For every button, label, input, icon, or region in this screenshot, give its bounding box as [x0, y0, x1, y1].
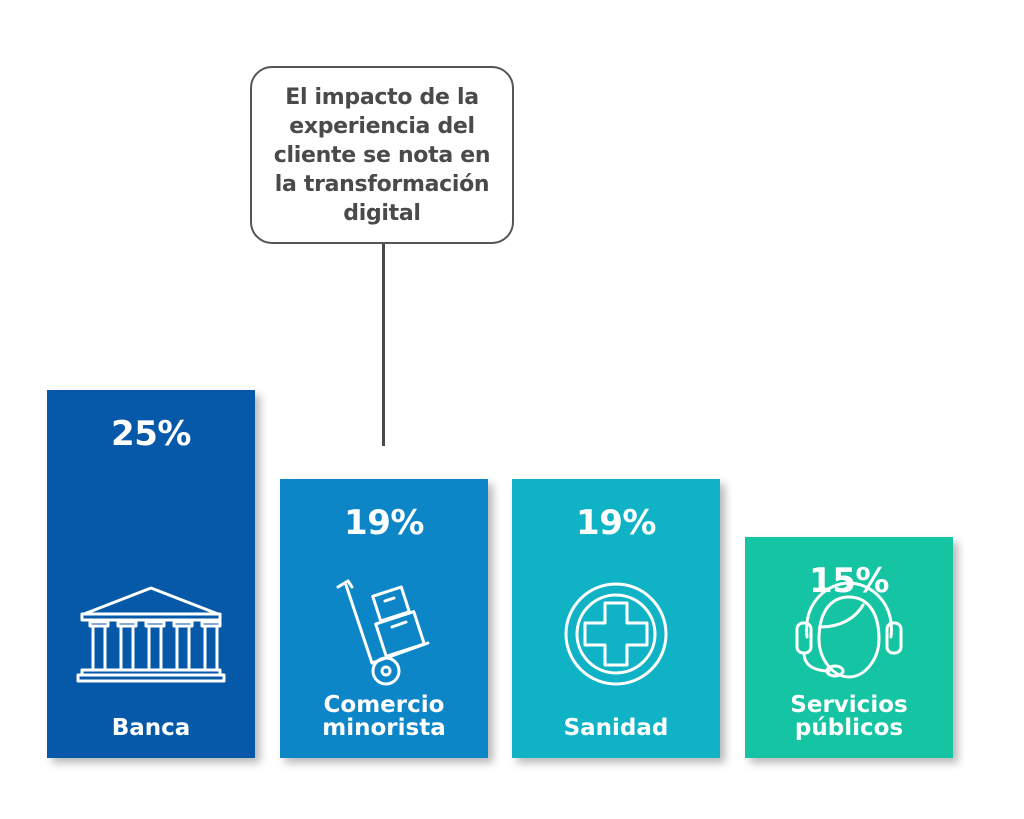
bar-0: 25% Banca — [47, 390, 255, 758]
bar-category-label: Banca — [111, 715, 191, 741]
medical-cross-icon — [512, 579, 720, 689]
bar-value-label: 25% — [111, 414, 191, 454]
bar-value-label: 19% — [576, 503, 656, 543]
bar-category-label: Servicios públicos — [790, 692, 908, 741]
bar-3: 15% Servicios públicos — [745, 537, 953, 758]
bank-icon — [47, 584, 255, 684]
callout-box: El impacto de la experiencia del cliente… — [250, 66, 514, 244]
bar-category-label: Comercio minorista — [322, 692, 446, 741]
bar-1: 19% Comercio minorista — [280, 479, 488, 758]
headset-agent-icon — [745, 579, 953, 689]
callout-text: El impacto de la experiencia del cliente… — [273, 84, 491, 226]
callout-connector — [382, 244, 385, 446]
bar-category-label: Sanidad — [563, 715, 669, 741]
hand-truck-icon — [280, 579, 488, 689]
bar-value-label: 19% — [344, 503, 424, 543]
bar-2: 19% Sanidad — [512, 479, 720, 758]
